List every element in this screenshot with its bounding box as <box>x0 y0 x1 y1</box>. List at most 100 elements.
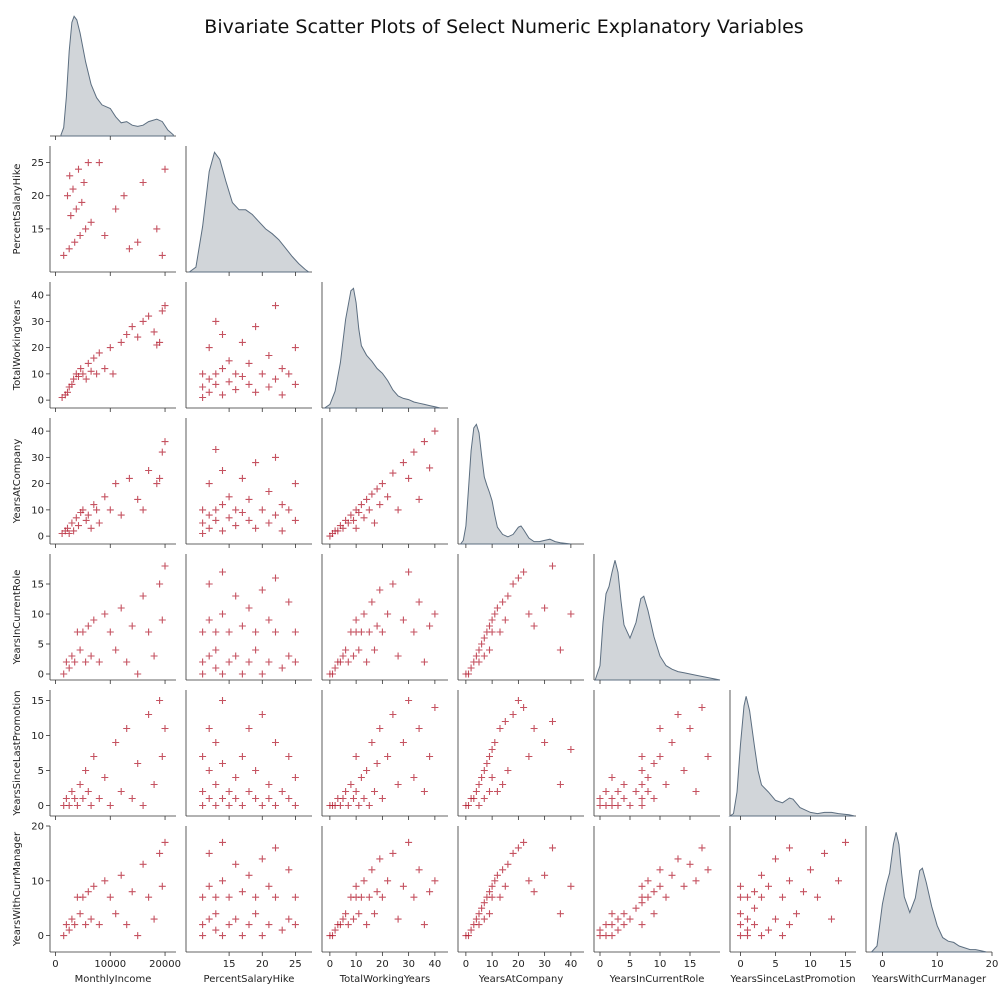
data-point <box>225 788 233 795</box>
data-point <box>821 849 828 857</box>
data-point <box>405 474 413 482</box>
x-tick-label: 5 <box>627 959 633 970</box>
data-point <box>117 511 125 519</box>
data-point <box>278 527 286 535</box>
data-point <box>644 774 652 781</box>
data-point <box>465 670 472 678</box>
data-point <box>265 488 273 495</box>
data-point <box>93 370 101 378</box>
data-point <box>638 795 646 802</box>
kde-curve-years-with-curr-manager <box>870 832 987 953</box>
x-tick-label: 30 <box>402 959 415 970</box>
data-point <box>556 910 564 918</box>
data-point <box>378 893 386 901</box>
panel-years-in-current-role-total-working-years <box>321 554 448 684</box>
data-point <box>472 788 480 795</box>
panel-total-working-years-total-working-years <box>321 282 448 412</box>
data-point <box>112 910 120 918</box>
data-point <box>145 893 153 901</box>
data-point <box>101 610 109 618</box>
data-point <box>245 871 253 879</box>
data-point <box>626 802 634 809</box>
data-point <box>71 795 79 802</box>
data-point <box>156 849 164 857</box>
data-point <box>199 394 207 401</box>
data-point <box>342 910 350 918</box>
data-point <box>596 926 604 934</box>
data-point <box>698 704 706 711</box>
data-point <box>360 877 368 885</box>
data-point <box>71 658 79 666</box>
x-axis-label: YearsAtCompany <box>478 974 564 985</box>
y-tick-label: 5 <box>38 766 44 777</box>
data-point <box>245 495 253 503</box>
data-point <box>415 598 423 606</box>
panel-years-since-last-promotion-monthly-income: 0 5 10 15 YearsSinceLastPromotion <box>12 690 176 820</box>
data-point <box>84 888 92 896</box>
data-point <box>225 378 233 386</box>
data-point <box>509 849 517 857</box>
data-point <box>368 866 376 874</box>
data-point <box>225 893 233 901</box>
panel-years-with-curr-manager-total-working-years: 0 10 20 30 40 TotalWorkingYears <box>321 826 448 985</box>
data-point <box>68 788 76 795</box>
data-point <box>238 622 246 630</box>
data-point <box>145 628 153 636</box>
data-point <box>60 670 68 678</box>
data-point <box>278 664 286 672</box>
data-point <box>199 530 207 537</box>
data-point <box>265 383 273 391</box>
panel-monthly-income-monthly-income <box>50 15 176 140</box>
data-point <box>674 855 682 863</box>
data-point <box>285 370 293 378</box>
data-point <box>355 509 363 516</box>
data-point <box>62 658 70 666</box>
x-tick-label: 10 <box>804 959 817 970</box>
data-point <box>357 501 365 509</box>
data-point <box>363 921 371 929</box>
chart-title: Bivariate Scatter Plots of Select Numeri… <box>204 16 804 38</box>
data-point <box>232 652 240 660</box>
data-point <box>336 921 344 929</box>
data-point <box>530 888 538 896</box>
data-point <box>219 877 226 885</box>
data-point <box>384 877 392 885</box>
data-point <box>363 767 371 774</box>
data-point <box>525 753 533 760</box>
data-point <box>199 921 207 929</box>
data-point <box>488 616 496 624</box>
data-point <box>212 506 220 514</box>
data-point <box>483 760 491 767</box>
data-point <box>232 774 240 781</box>
data-point <box>150 781 158 788</box>
data-point <box>329 932 336 940</box>
data-point <box>480 652 488 660</box>
panel-years-at-company-monthly-income: 0 10 20 30 40 YearsAtCompany <box>12 418 176 548</box>
data-point <box>344 519 352 527</box>
data-point <box>65 926 73 934</box>
data-point <box>80 179 88 186</box>
y-tick-label: 25 <box>31 158 44 169</box>
data-point <box>365 802 373 809</box>
data-point <box>278 926 286 934</box>
data-point <box>378 628 386 636</box>
data-point <box>285 753 293 760</box>
data-point <box>426 888 434 896</box>
data-point <box>431 427 439 435</box>
data-point <box>758 932 765 940</box>
x-axis-label: YearsWithCurrManager <box>871 974 987 985</box>
data-point <box>205 915 213 923</box>
panel-years-since-last-promotion-years-at-company <box>457 690 584 820</box>
y-tick-label: 15 <box>31 696 44 707</box>
data-point <box>87 802 95 809</box>
data-point <box>117 871 125 879</box>
data-point <box>219 610 226 618</box>
data-point <box>475 646 483 654</box>
data-point <box>252 893 260 901</box>
data-point <box>68 652 76 660</box>
data-point <box>501 882 509 890</box>
data-point <box>225 628 233 636</box>
data-point <box>199 383 207 391</box>
data-point <box>480 767 488 774</box>
data-point <box>95 519 103 527</box>
